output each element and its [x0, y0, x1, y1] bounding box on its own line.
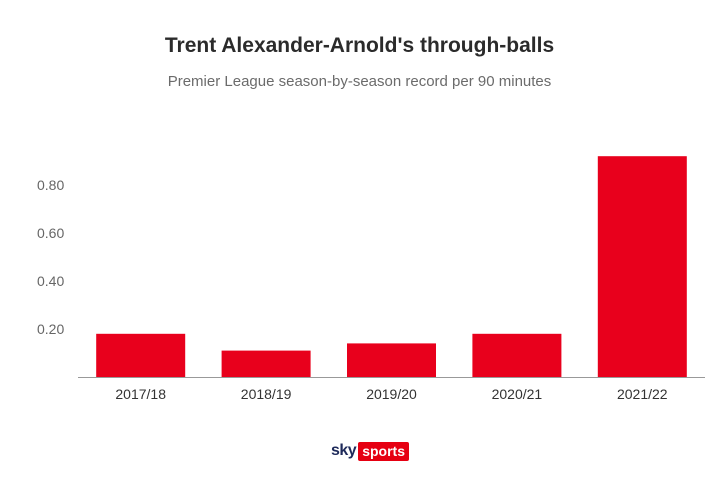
bar-2021-22	[597, 156, 687, 377]
bar-2018-19	[221, 350, 311, 377]
y-tick-label: 0.40	[37, 273, 64, 289]
bar-2020-21	[472, 333, 562, 377]
sky-sports-logo: sky sports	[331, 440, 409, 462]
x-tick-label: 2017/18	[115, 386, 166, 402]
y-tick-label: 0.80	[37, 177, 64, 193]
x-tick-label: 2018/19	[241, 386, 292, 402]
logo-sports-text: sports	[358, 441, 409, 461]
y-tick-label: 0.20	[37, 321, 64, 337]
x-tick-label: 2019/20	[366, 386, 417, 402]
bars-group	[96, 156, 687, 377]
chart-title: Trent Alexander-Arnold's through-balls	[164, 34, 555, 57]
bar-2017-18	[96, 333, 186, 377]
x-tick-label: 2020/21	[492, 386, 543, 402]
bar-2019-20	[347, 343, 436, 377]
y-tick-labels: 0.20 0.40 0.60 0.80	[37, 177, 64, 337]
chart-subtitle: Premier League season-by-season record p…	[167, 73, 552, 90]
logo-sky-text: sky	[331, 442, 357, 459]
x-tick-labels: 2017/18 2018/19 2019/20 2020/21 2021/22	[115, 386, 667, 402]
x-tick-label: 2021/22	[617, 386, 668, 402]
y-tick-label: 0.60	[37, 225, 64, 241]
